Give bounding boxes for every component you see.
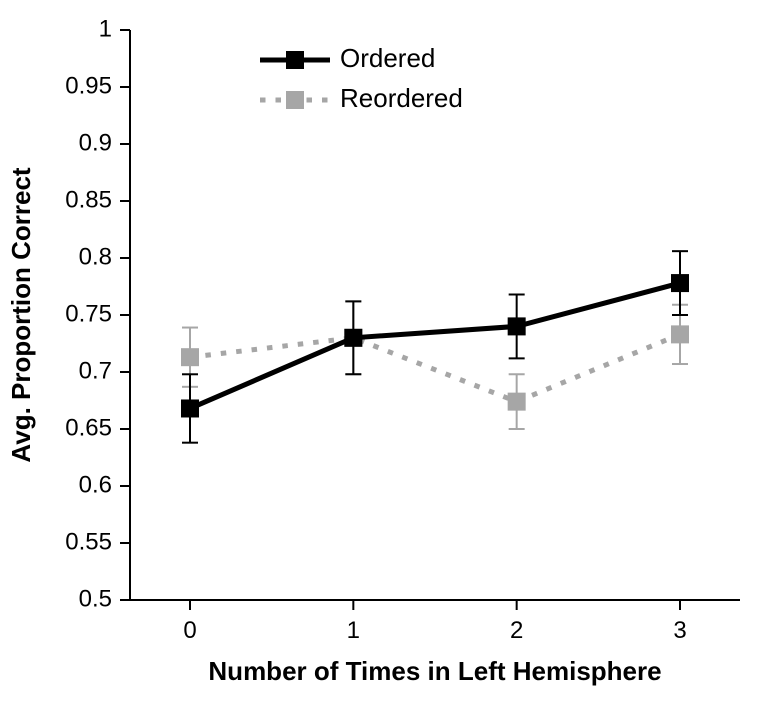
- legend-marker: [286, 91, 304, 109]
- series-marker: [671, 325, 689, 343]
- series-marker: [508, 317, 526, 335]
- y-tick-label: 0.75: [65, 300, 112, 327]
- legend-label: Ordered: [340, 43, 435, 73]
- x-axis-label: Number of Times in Left Hemisphere: [208, 656, 661, 686]
- x-tick-label: 1: [347, 617, 360, 644]
- legend-label: Reordered: [340, 83, 463, 113]
- y-tick-label: 0.8: [79, 243, 112, 270]
- series-marker: [181, 399, 199, 417]
- chart-container: 0.5 0.55 0.6 0.65 0.7 0.75 0.8 0.85 0.9 0.95 1 0 1 2 3…: [0, 0, 784, 705]
- y-tick-label: 0.7: [79, 357, 112, 384]
- x-tick-label: 3: [673, 617, 686, 644]
- line-chart: 0.5 0.55 0.6 0.65 0.7 0.75 0.8 0.85 0.9 0.95 1 0 1 2 3…: [0, 0, 784, 705]
- y-tick-label: 0.55: [65, 528, 112, 555]
- y-tick-label: 0.9: [79, 129, 112, 156]
- y-tick-label: 0.6: [79, 471, 112, 498]
- x-tick-label: 2: [510, 617, 523, 644]
- y-tick-label: 1: [99, 15, 112, 42]
- y-tick-label: 0.5: [79, 585, 112, 612]
- y-tick-label: 0.95: [65, 72, 112, 99]
- legend-marker: [286, 51, 304, 69]
- y-tick-label: 0.65: [65, 414, 112, 441]
- x-tick-label: 0: [183, 617, 196, 644]
- series-marker: [181, 348, 199, 366]
- y-tick-label: 0.85: [65, 186, 112, 213]
- series-marker: [508, 393, 526, 411]
- series-marker: [344, 329, 362, 347]
- y-axis-label: Avg. Proportion Correct: [6, 167, 36, 463]
- series-marker: [671, 274, 689, 292]
